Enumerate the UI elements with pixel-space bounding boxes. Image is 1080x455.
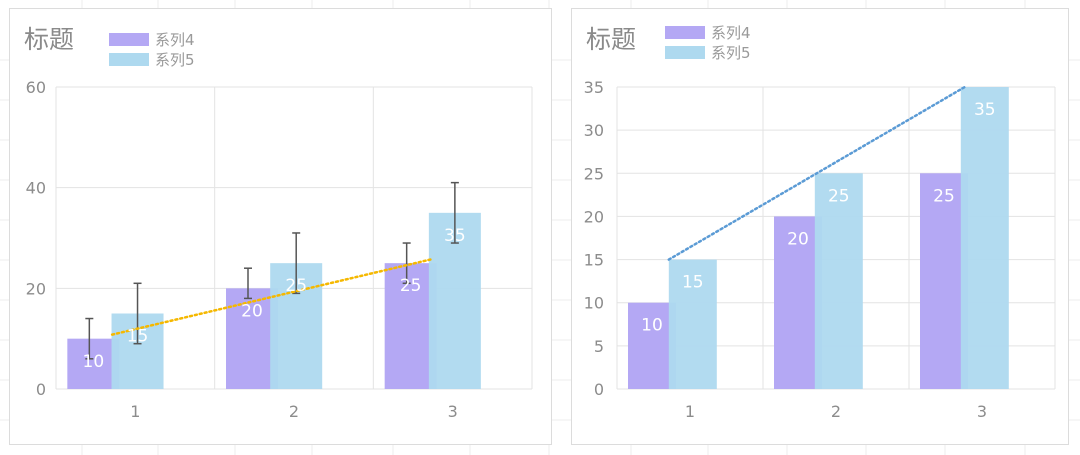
data-label-series5: 25 <box>828 186 850 206</box>
y-tick-label: 60 <box>26 78 46 97</box>
x-tick-label: 2 <box>831 402 841 421</box>
legend-label: 系列5 <box>711 43 751 62</box>
bar-series5 <box>814 173 863 389</box>
trendline <box>110 257 434 336</box>
y-tick-label: 15 <box>584 251 604 270</box>
x-tick-label: 1 <box>685 402 695 421</box>
chart-title: 标题 <box>24 25 75 54</box>
chart-left[interactable]: 0 20 40 60 1 2 3 10 20 25 15 25 35 标题 系列4 系列5 <box>9 8 552 445</box>
x-tick-label: 1 <box>130 402 140 421</box>
data-label-series5: 35 <box>974 100 996 120</box>
y-tick-label: 0 <box>36 380 46 399</box>
legend-swatch-series5 <box>665 45 705 59</box>
data-label-series5: 25 <box>285 276 307 296</box>
chart-legend: 系列4 系列5 <box>109 29 195 69</box>
legend-item-series4: 系列4 <box>109 29 195 49</box>
data-label-series4: 20 <box>787 229 809 249</box>
y-tick-label: 35 <box>584 78 604 97</box>
chart-title: 标题 <box>586 25 637 54</box>
legend-label: 系列5 <box>155 50 195 69</box>
y-tick-label: 20 <box>26 279 46 298</box>
data-label-series4: 25 <box>400 276 422 296</box>
bar-series5 <box>668 259 717 389</box>
y-tick-label: 0 <box>594 380 604 399</box>
data-label-series4: 10 <box>641 316 663 336</box>
bar-series4 <box>384 263 437 389</box>
bar-series4 <box>628 302 676 389</box>
x-tick-label: 3 <box>977 402 987 421</box>
chart-right[interactable]: 0 5 10 15 20 25 30 35 1 2 3 10 20 25 15 25 35 标题 系列4 系列5 <box>571 8 1069 445</box>
bar-series4 <box>774 216 822 389</box>
legend-item-series4: 系列4 <box>665 22 751 42</box>
bar-series4 <box>67 338 120 389</box>
data-label-series5: 15 <box>127 327 149 347</box>
data-label-series4: 10 <box>83 352 105 372</box>
legend-swatch-series4 <box>665 25 705 39</box>
legend-swatch-series5 <box>109 52 149 66</box>
y-tick-label: 25 <box>584 164 604 183</box>
trendline <box>667 85 967 261</box>
y-tick-label: 10 <box>584 294 604 313</box>
data-label-series5: 15 <box>682 273 704 293</box>
legend-swatch-series4 <box>109 32 149 46</box>
data-label-series4: 25 <box>933 186 955 206</box>
chart-left-plot: 0 20 40 60 1 2 3 10 20 25 15 25 35 <box>26 78 533 421</box>
chart-legend: 系列4 系列5 <box>665 22 751 62</box>
x-tick-label: 3 <box>448 402 458 421</box>
y-tick-label: 40 <box>26 179 46 198</box>
data-label-series4: 20 <box>241 301 263 321</box>
y-tick-label: 5 <box>594 337 604 356</box>
legend-label: 系列4 <box>711 23 751 42</box>
y-tick-label: 30 <box>584 121 604 140</box>
legend-item-series5: 系列5 <box>665 42 751 62</box>
chart-right-plot: 0 5 10 15 20 25 30 35 1 2 3 10 20 25 15 25 35 <box>584 78 1056 421</box>
bar-series4 <box>920 173 968 389</box>
bar-series5 <box>960 87 1009 389</box>
data-label-series5: 35 <box>444 226 466 246</box>
legend-item-series5: 系列5 <box>109 49 195 69</box>
legend-label: 系列4 <box>155 30 195 49</box>
y-tick-label: 20 <box>584 207 604 226</box>
x-tick-label: 2 <box>289 402 299 421</box>
